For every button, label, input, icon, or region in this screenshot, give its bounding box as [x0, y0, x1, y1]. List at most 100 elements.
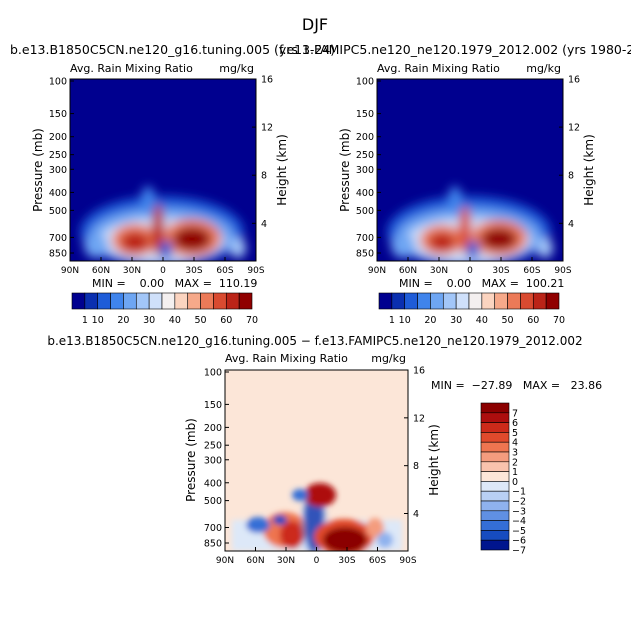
- lat-tick-label: 60N: [246, 556, 264, 566]
- colorbar-box: [97, 292, 111, 310]
- colorbar-label: 7: [512, 408, 518, 419]
- pressure-tick-label: 150: [356, 109, 374, 120]
- colorbar-box: [442, 292, 457, 310]
- colorbar-box: [430, 292, 444, 310]
- panel-1-left-arm: [84, 234, 108, 258]
- height-tick-label: 8: [261, 171, 267, 182]
- lat-tick-label: 60N: [92, 266, 110, 276]
- colorbar-label: 3: [512, 448, 518, 459]
- lat-tick-label: 90N: [61, 266, 79, 276]
- panel-3-far-sh-negative: [377, 532, 393, 548]
- colorbar-box: [84, 292, 99, 310]
- panel-2-height-ticks: 16 12 8 4: [559, 75, 580, 230]
- colorbar-label: 1: [82, 315, 88, 326]
- lat-tick-label: 30N: [430, 266, 448, 276]
- panel-2-ylabel-right: Height (km): [582, 134, 596, 205]
- panel-3-subtrop-negative-2: [273, 515, 287, 525]
- lat-tick-label: 90N: [368, 266, 386, 276]
- pressure-tick-label: 700: [49, 233, 67, 244]
- panel-2-left-arm: [391, 234, 415, 258]
- pressure-tick-label: 150: [204, 400, 222, 411]
- colorbar-box: [480, 412, 510, 423]
- pressure-tick-label: 100: [356, 77, 374, 88]
- colorbar-label: −2: [512, 497, 526, 508]
- panel-3-ylabel: Pressure (mb): [184, 418, 198, 502]
- colorbar-box: [174, 292, 189, 310]
- pressure-tick-label: 250: [204, 441, 222, 452]
- colorbar-box: [480, 441, 510, 453]
- pressure-tick-label: 150: [49, 109, 67, 120]
- colorbar-label: 40: [169, 315, 181, 326]
- pressure-tick-label: 850: [356, 249, 374, 260]
- colorbar-label: 2: [512, 457, 518, 468]
- panel-2-case-title: f.e13.FAMIPC5.ne120_ne120.1979_2012.002 …: [279, 42, 631, 57]
- panel-3-nh-positive-core: [280, 521, 304, 549]
- panel-2-equator-column: [459, 206, 471, 254]
- panel-3-lat-ticks: 90N 60N 30N 0 30S 60S 90S: [216, 547, 417, 566]
- colorbar-box: [481, 292, 496, 310]
- lat-tick-label: 30S: [185, 266, 202, 276]
- height-tick-label: 12: [261, 123, 273, 134]
- height-tick-label: 12: [413, 413, 425, 424]
- lat-tick-label: 30N: [123, 266, 141, 276]
- pressure-tick-label: 300: [356, 165, 374, 176]
- pressure-tick-label: 500: [49, 206, 67, 217]
- lat-tick-label: 60S: [369, 556, 386, 566]
- pressure-tick-label: 250: [49, 150, 67, 161]
- colorbar-label: −3: [512, 506, 526, 517]
- colorbar-box: [187, 292, 201, 310]
- panel-3-height-ticks: 16 12 8 4: [404, 366, 425, 520]
- colorbar-label: 40: [476, 315, 488, 326]
- colorbar-box: [200, 292, 214, 310]
- colorbar-label: −7: [512, 546, 526, 557]
- colorbar-box: [480, 432, 510, 443]
- panel-1-lat-ticks: 90N 60N 30N 0 30S 60S 90S: [61, 257, 265, 276]
- colorbar-box: [520, 292, 534, 310]
- colorbar-label: 20: [424, 315, 436, 326]
- height-tick-label: 12: [568, 123, 580, 134]
- panel-3-upper-feature: [304, 483, 336, 507]
- colorbar-box: [480, 490, 510, 502]
- panel-1-tower: [141, 186, 155, 214]
- colorbar-label: 30: [450, 315, 462, 326]
- colorbar-label: −6: [512, 536, 526, 547]
- lat-tick-label: 60N: [399, 266, 417, 276]
- colorbar-box: [417, 292, 431, 310]
- colorbar-label: −4: [512, 516, 526, 527]
- panel-3-subtrop-negative-1: [246, 517, 270, 533]
- pressure-tick-label: 700: [356, 233, 374, 244]
- season-title: DJF: [302, 15, 328, 34]
- pressure-tick-label: 100: [49, 77, 67, 88]
- colorbar-label: 1: [512, 467, 518, 478]
- panel-3: b.e13.B1850C5CN.ne120_g16.tuning.005 − f…: [47, 334, 602, 566]
- colorbar-box: [480, 451, 510, 463]
- panel-2: f.e13.FAMIPC5.ne120_ne120.1979_2012.002 …: [279, 42, 631, 326]
- panel-1-pressure-ticks: 100 150 200 250 300 400 500 700 850: [49, 77, 74, 260]
- height-tick-label: 16: [568, 75, 580, 86]
- panel-1-north-max: [121, 232, 149, 252]
- colorbar-box: [480, 422, 510, 433]
- panel-2-pressure-ticks: 100 150 200 250 300 400 500 700 850: [356, 77, 381, 260]
- height-tick-label: 4: [261, 219, 267, 230]
- colorbar-box: [545, 292, 560, 310]
- colorbar-label: 50: [502, 315, 514, 326]
- pressure-tick-label: 200: [204, 423, 222, 434]
- colorbar-box: [480, 510, 510, 521]
- lat-tick-label: 90N: [216, 556, 234, 566]
- panel-2-ylabel: Pressure (mb): [338, 128, 352, 212]
- pressure-tick-label: 300: [49, 165, 67, 176]
- panel-3-sh-positive-core: [323, 527, 367, 551]
- panel-1-ylabel: Pressure (mb): [31, 128, 45, 212]
- colorbar-box: [378, 292, 393, 310]
- panel-2-stats: MIN = 0.00 MAX = 100.21: [399, 277, 564, 290]
- colorbar-label: 60: [220, 315, 232, 326]
- panel-3-sh-edge: [366, 518, 384, 538]
- lat-tick-label: 30S: [338, 556, 355, 566]
- height-tick-label: 16: [413, 366, 425, 377]
- panel-1-right-arm: [230, 238, 246, 258]
- panel-2-lat-ticks: 90N 60N 30N 0 30S 60S 90S: [368, 257, 572, 276]
- pressure-tick-label: 400: [204, 478, 222, 489]
- colorbar-label: 30: [143, 315, 155, 326]
